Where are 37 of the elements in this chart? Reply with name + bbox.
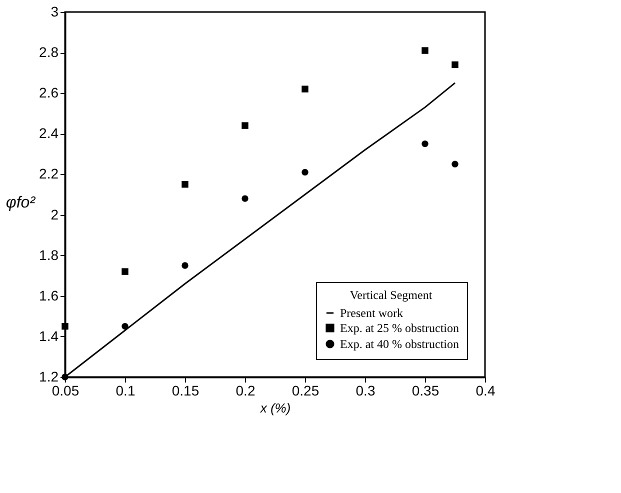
point — [182, 181, 188, 188]
point — [422, 47, 428, 54]
legend-title: Vertical Segment — [350, 288, 433, 302]
legend-label: Present work — [340, 306, 403, 320]
x-axis-title: x (%) — [259, 400, 291, 416]
y-tick-label: 2.6 — [39, 84, 59, 101]
y-tick-label: 1.6 — [39, 287, 59, 304]
y-tick-label: 2 — [50, 206, 59, 222]
point — [122, 268, 128, 275]
point — [182, 262, 188, 269]
point — [302, 168, 308, 176]
x-tick-label: 0.35 — [412, 382, 440, 398]
y-tick-label: 2.8 — [39, 44, 59, 60]
y-tick-label: 3 — [50, 4, 59, 20]
x-tick-label: 0.1 — [116, 382, 136, 398]
y-tick-label: 1.4 — [39, 328, 59, 344]
point — [452, 61, 458, 68]
x-tick-label: 0.15 — [172, 382, 200, 398]
point — [242, 122, 248, 129]
x-tick-label: 0.4 — [476, 382, 496, 398]
x-tick-label: 0.2 — [236, 382, 256, 398]
point — [242, 195, 248, 202]
point — [62, 322, 68, 330]
y-tick-label: 2.4 — [39, 125, 59, 142]
y-tick-label: 1.2 — [39, 368, 59, 384]
y-axis-title: φfo² — [6, 194, 36, 212]
point — [422, 140, 428, 148]
point — [452, 160, 458, 168]
x-tick-label: 0.05 — [52, 382, 80, 398]
y-tick-label: 1.8 — [39, 246, 59, 263]
x-tick-label: 0.3 — [356, 382, 376, 398]
x-tick-label: 0.25 — [292, 382, 320, 398]
point — [302, 86, 308, 92]
y-tick-label: 2.2 — [39, 166, 59, 182]
point — [122, 322, 128, 330]
legend-label: Exp. at 25 % obstruction — [340, 321, 459, 335]
legend-label: Exp. at 40 % obstruction — [340, 337, 459, 351]
